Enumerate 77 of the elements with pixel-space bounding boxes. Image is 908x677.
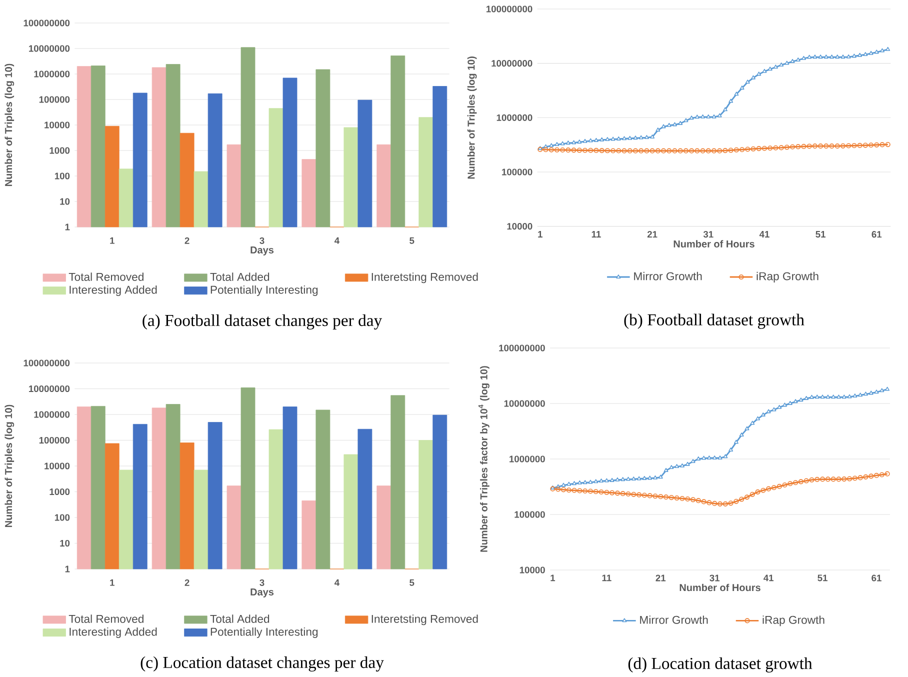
y-tick-label: 10000000 [492, 60, 532, 67]
x-tick-label: 3 [260, 237, 264, 244]
y-tick-label: 10000 [507, 223, 532, 230]
x-axis-title: Number of Hours [674, 240, 754, 248]
x-axis-title: Number of Hours [680, 584, 760, 592]
y-axis-title: Number of Triples factor by 10$^{4}$ (log 10) [478, 366, 490, 552]
y-axis-title: Number of Triples (log 10) [4, 64, 14, 186]
y-tick-label: 1000 [50, 147, 70, 154]
y-tick-label: 100000 [39, 96, 70, 103]
x-tick-label: 4 [334, 579, 340, 586]
text: (a) Football dataset changes per day [142, 314, 382, 330]
x-tick-label: 4 [334, 237, 340, 244]
y-tick-label: 100000000 [486, 6, 532, 12]
x-tick-label: 31 [703, 231, 714, 238]
legend-label: Total Added [210, 614, 270, 623]
y-tick-label: 100 [54, 514, 70, 521]
legend-label: Potentially Interesting [210, 285, 318, 296]
y-tick-label: 1 [65, 566, 70, 572]
legend-label: iRap Growth [762, 616, 824, 626]
legend-label: Interetsting Removed [372, 614, 478, 626]
legend-label: Mirror Growth [640, 616, 708, 624]
x-tick-label: 61 [872, 231, 882, 238]
x-tick-label: 1 [110, 237, 114, 244]
legend-label: Interesting Added [70, 285, 157, 296]
legend-label: Interetsting Removed [372, 272, 478, 284]
y-tick-label: 10 [60, 540, 70, 547]
y-axis-title: Number of Triples (log 10) [467, 56, 477, 179]
y-tick-label: 100000 [514, 511, 545, 518]
y-tick-label: 100000 [39, 436, 70, 444]
text: (d) Location dataset growth [628, 657, 812, 673]
x-tick-label: 61 [872, 574, 882, 582]
y-tick-label: 10000 [44, 462, 70, 470]
y-tick-label: 1000000 [496, 114, 532, 121]
y-tick-label: 1 [65, 224, 70, 230]
y-tick-label: 1000000 [34, 411, 70, 418]
y-tick-label: 1000000 [510, 456, 545, 462]
legend-label: Mirror Growth [634, 272, 702, 280]
x-tick-label: 41 [764, 574, 774, 582]
x-axis-title: Days [250, 246, 274, 256]
x-tick-label: 51 [818, 574, 828, 582]
y-tick-label: 10000000 [504, 400, 545, 407]
y-tick-label: 100000000 [24, 20, 70, 26]
y-axis-title: Number of Triples (log 10) [4, 404, 14, 527]
legend-label: Total Added [210, 272, 270, 281]
text: (b) Football dataset growth [624, 314, 804, 329]
legend-label: iRap Growth [756, 272, 818, 282]
x-tick-label: 51 [816, 231, 826, 238]
text: (c) Location dataset changes per day [140, 656, 384, 672]
x-tick-label: 11 [592, 231, 601, 238]
x-tick-label: 2 [184, 579, 190, 586]
x-tick-label: 2 [184, 237, 190, 244]
legend-label: Potentially Interesting [210, 627, 318, 638]
x-tick-label: 1 [550, 574, 556, 582]
x-axis-title: Days [250, 588, 274, 598]
x-tick-label: 1 [110, 579, 114, 586]
x-tick-label: 11 [602, 574, 612, 582]
y-tick-label: 100 [54, 172, 70, 180]
x-tick-label: 3 [260, 579, 264, 586]
legend-label: Total Removed [68, 272, 144, 281]
y-tick-label: 10 [60, 198, 70, 205]
y-tick-label: 1000000 [34, 70, 70, 78]
x-tick-label: 41 [759, 231, 770, 238]
y-tick-label: 10000000 [29, 385, 70, 392]
y-tick-label: 1000 [50, 488, 70, 496]
y-tick-label: 10000000 [29, 45, 70, 52]
y-tick-label: 100000000 [499, 344, 545, 352]
x-tick-label: 21 [647, 231, 658, 238]
x-tick-label: 31 [710, 574, 720, 582]
x-tick-label: 5 [410, 579, 414, 586]
x-tick-label: 21 [656, 574, 666, 582]
legend-label: Total Removed [68, 614, 144, 623]
y-tick-label: 100000 [502, 168, 532, 176]
y-tick-label: 10000 [520, 566, 545, 574]
y-tick-label: 10000 [44, 122, 70, 128]
legend-label: Interesting Added [70, 627, 157, 638]
y-tick-label: 100000000 [24, 360, 70, 366]
x-tick-label: 5 [410, 237, 414, 244]
